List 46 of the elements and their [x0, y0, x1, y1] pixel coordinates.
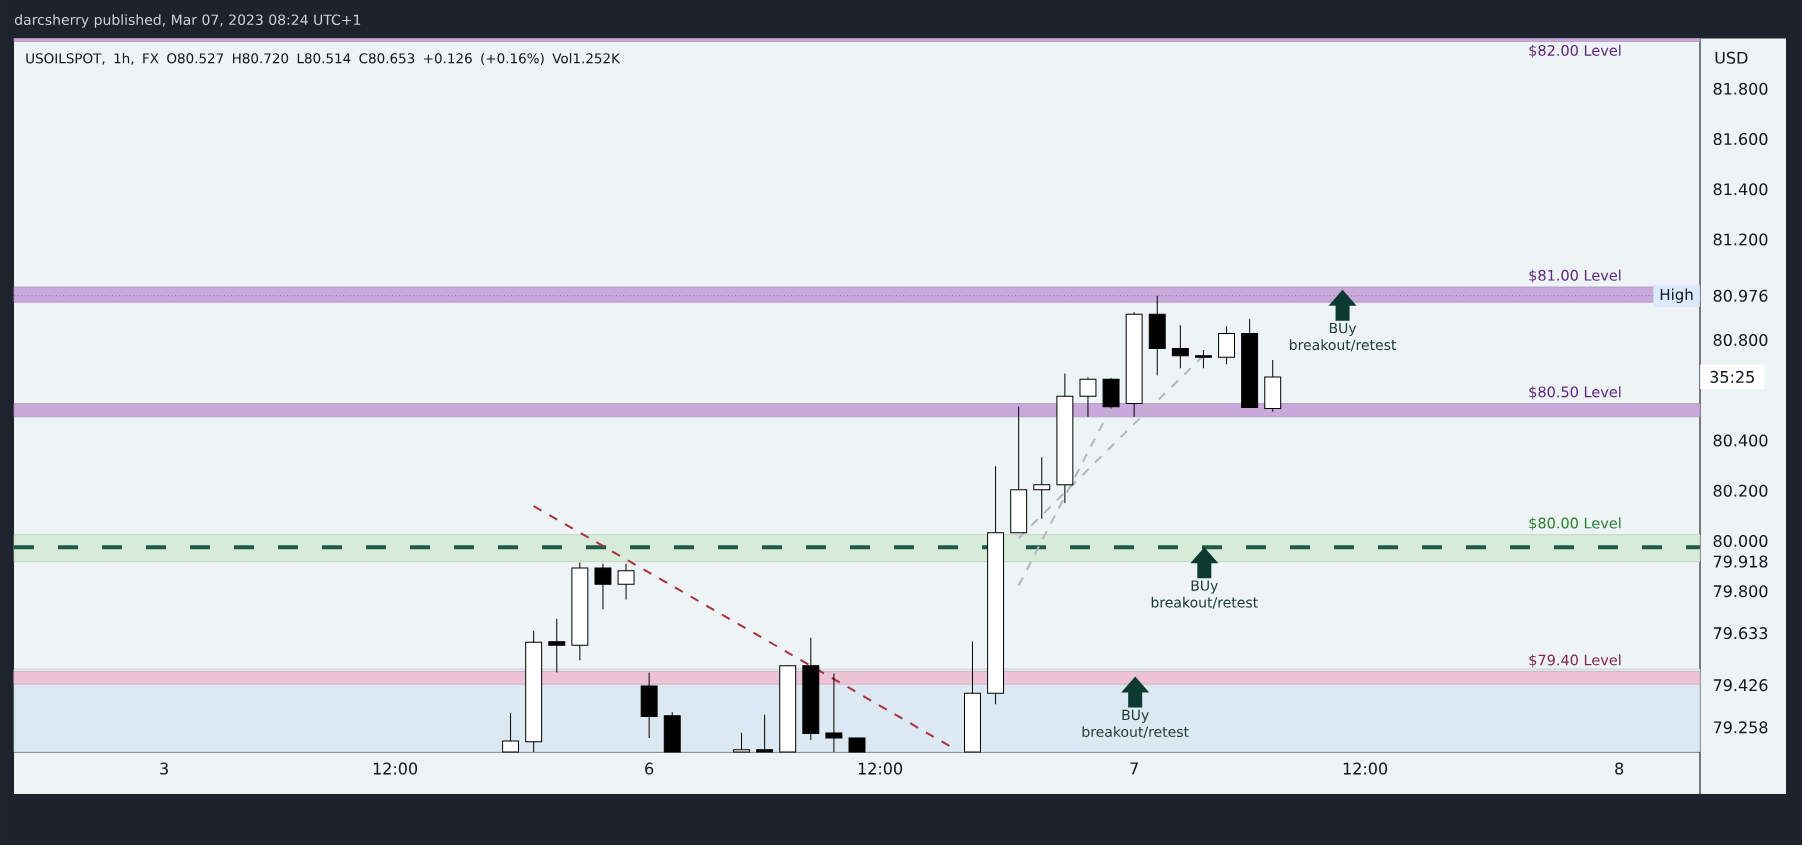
candlestick — [1079, 376, 1097, 418]
y-tick-label: 80.000 — [1713, 534, 1768, 547]
chart-title: darcsherry published, Mar 07, 2023 08:24 UTC+1 — [14, 14, 361, 28]
candlestick — [1033, 456, 1051, 520]
y-axis-title: USD — [1715, 51, 1748, 64]
candlestick — [756, 714, 774, 753]
candlestick — [733, 732, 750, 753]
y-tick-label: 79.800 — [1713, 585, 1768, 598]
x-tick-label: 3 — [160, 762, 168, 775]
y-tick-label: 79.918 — [1713, 555, 1768, 568]
candlestick — [825, 673, 843, 753]
x-tick-label: 12:00 — [858, 762, 903, 775]
y-tick-label: 79.426 — [1713, 679, 1768, 692]
y-tick-label: 81.600 — [1713, 132, 1768, 146]
band-label: $81.00 Level — [1529, 269, 1621, 283]
y-tick-label: 81.400 — [1713, 183, 1768, 196]
band-label: $82.00 Level — [1529, 44, 1621, 58]
text: 35:25 — [1710, 370, 1754, 383]
y-tick-label: 81.800 — [1713, 82, 1768, 95]
x-tick-label: 12:00 — [373, 762, 418, 775]
y-tick-label: 80.200 — [1713, 484, 1768, 497]
candlestick — [1194, 349, 1212, 369]
candlestick — [1171, 324, 1189, 369]
annotation: BUy breakout/retest — [1082, 709, 1189, 739]
candlestick — [617, 563, 635, 600]
y-tick-label: 79.258 — [1713, 721, 1768, 734]
y-tick-label: 80.800 — [1713, 333, 1768, 347]
band-label: $79.40 Level — [1529, 654, 1621, 668]
text: USOILSPOT, 1h, FX O80.527 H80.720 L80.514 C80.653 +0.126 (+0.16%) Vol1.252K — [26, 52, 621, 66]
annotation: BUy breakout/retest — [1289, 322, 1397, 352]
candlestick — [594, 563, 612, 610]
x-tick-label: 7 — [1130, 762, 1138, 775]
y-tick-label: 80.400 — [1713, 434, 1768, 447]
candlestick — [502, 712, 520, 753]
candlestick — [1218, 325, 1235, 365]
y-tick-label: 80.976 — [1713, 289, 1768, 302]
band-label: $80.50 Level — [1529, 386, 1621, 400]
x-tick-label: 8 — [1615, 762, 1624, 775]
y-tick-label: 79.633 — [1713, 627, 1768, 640]
band-label: $80.00 Level — [1529, 517, 1621, 531]
x-tick-label: 6 — [645, 762, 654, 775]
ref-line-label: High — [1660, 288, 1693, 304]
y-tick-label: 81.200 — [1713, 233, 1768, 246]
candlestick — [548, 618, 566, 674]
annotation: BUy breakout/retest — [1151, 580, 1258, 609]
x-tick-label: 12:00 — [1343, 762, 1388, 775]
